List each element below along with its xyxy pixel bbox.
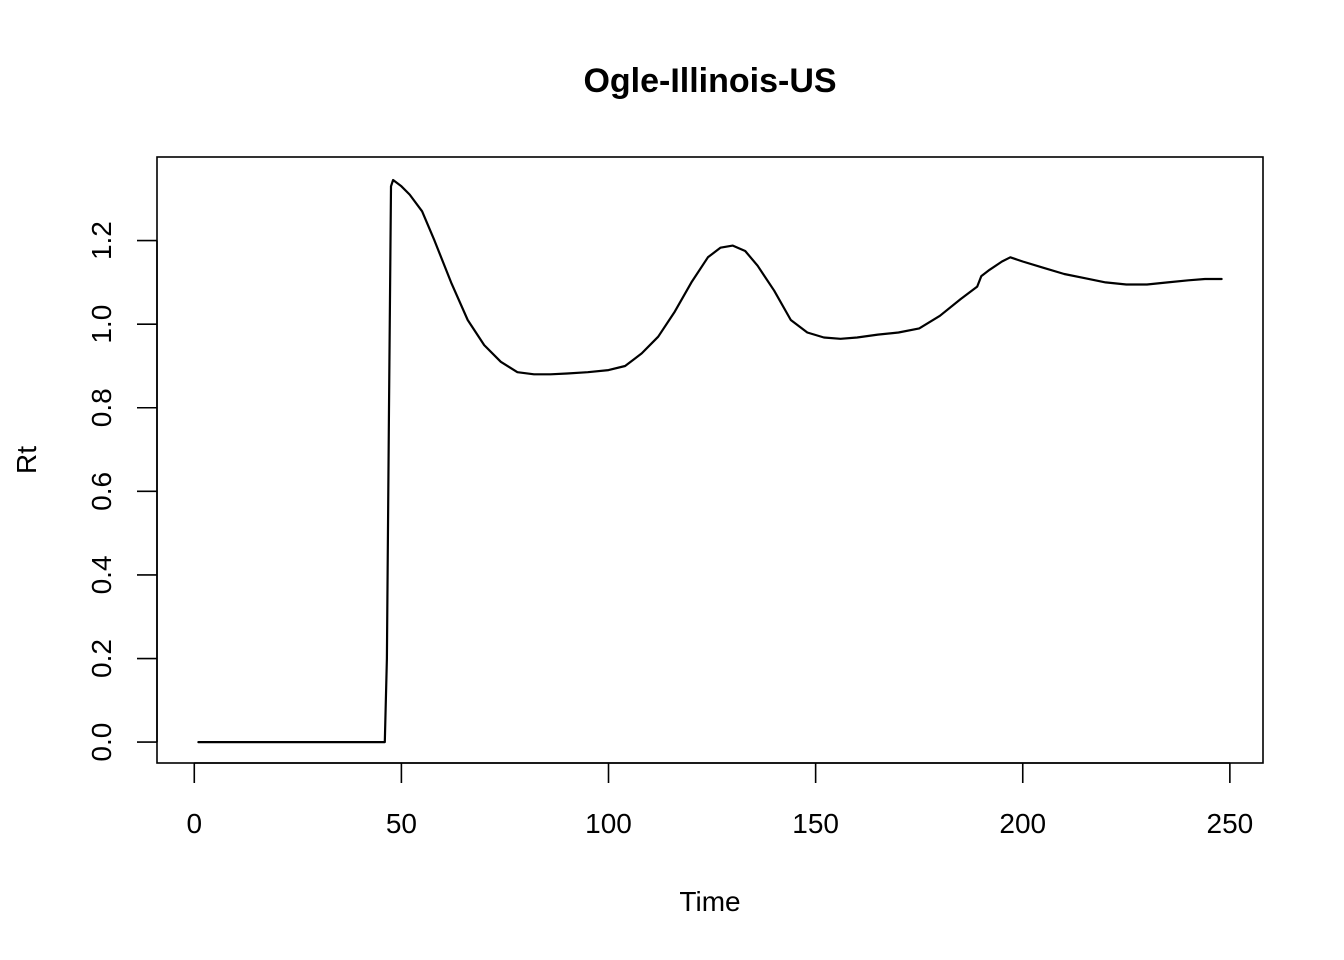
chart-title: Ogle-Illinois-US — [583, 62, 836, 100]
y-axis: 0.0 0.2 0.4 0.6 0.8 1.0 1.2 — [86, 221, 158, 762]
y-tick-label: 0.4 — [86, 555, 117, 594]
x-tick-label: 150 — [792, 808, 839, 839]
y-tick-label: 0.6 — [86, 472, 117, 511]
y-axis-label: Rt — [11, 446, 42, 474]
x-tick-label: 250 — [1207, 808, 1254, 839]
y-tick-label: 0.8 — [86, 388, 117, 427]
x-axis-label: Time — [679, 886, 740, 917]
plot-frame — [156, 156, 1264, 764]
x-tick-label: 100 — [585, 808, 632, 839]
x-tick-label: 200 — [999, 808, 1046, 839]
x-axis: 0 50 100 150 200 250 — [186, 762, 1254, 839]
y-tick-label: 0.0 — [86, 723, 117, 762]
rt-series-line — [197, 178, 1223, 744]
x-tick-label: 0 — [186, 808, 202, 839]
x-tick-label: 50 — [386, 808, 417, 839]
y-tick-label: 1.2 — [86, 221, 117, 260]
y-tick-label: 0.2 — [86, 639, 117, 678]
y-tick-label: 1.0 — [86, 305, 117, 344]
